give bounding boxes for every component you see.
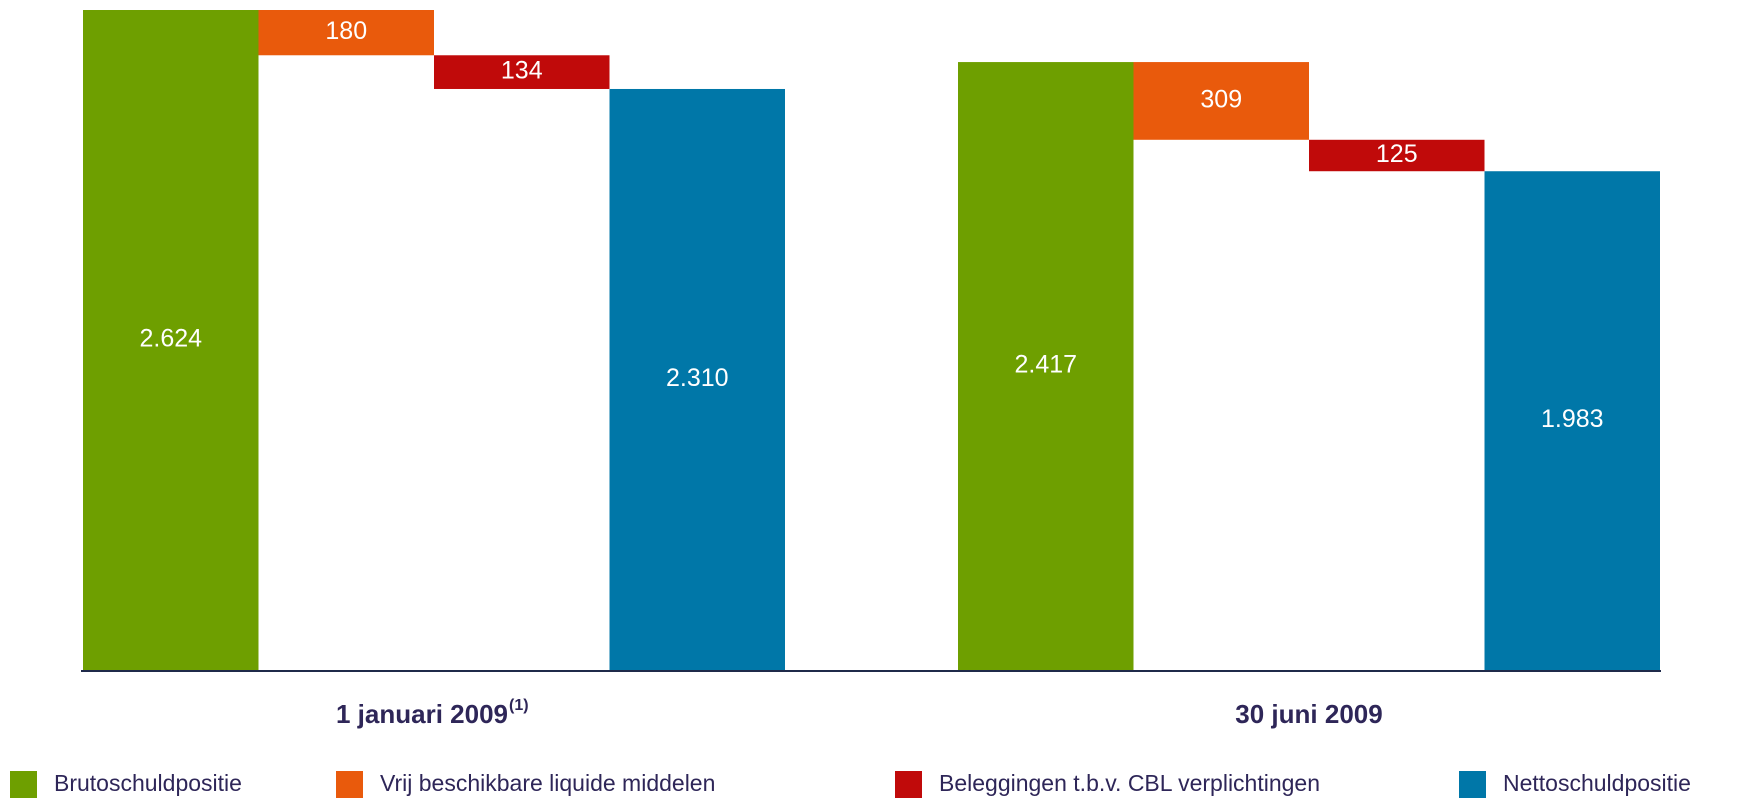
bar <box>1309 139 1485 172</box>
legend-label: Brutoschuldpositie <box>54 770 242 796</box>
legend-label: Vrij beschikbare liquide middelen <box>380 770 715 796</box>
bar <box>609 88 785 671</box>
value-label: 134 <box>501 57 543 85</box>
value-label: 2.624 <box>139 325 202 353</box>
bar <box>1133 62 1309 140</box>
category-label: 30 juni 2009 <box>1235 699 1382 729</box>
legend-label: Nettoschuldpositie <box>1503 770 1691 796</box>
value-label: 2.417 <box>1014 351 1077 379</box>
value-label: 309 <box>1200 86 1242 114</box>
category-label: 1 januari 2009 <box>336 699 508 729</box>
legend-label: Beleggingen t.b.v. CBL verplichtingen <box>939 770 1320 796</box>
category-superscript: (1) <box>509 697 529 714</box>
value-label: 125 <box>1376 140 1418 168</box>
bar <box>958 62 1134 670</box>
legend-swatch <box>10 771 37 798</box>
value-label: 180 <box>325 17 367 45</box>
value-label: 2.310 <box>666 364 729 392</box>
bar <box>258 10 434 56</box>
legend-swatch <box>895 771 922 798</box>
bar <box>434 55 610 89</box>
bar <box>1484 171 1660 671</box>
bar <box>83 10 259 670</box>
value-label: 1.983 <box>1541 405 1604 433</box>
legend-swatch <box>336 771 363 798</box>
legend-swatch <box>1459 771 1486 798</box>
